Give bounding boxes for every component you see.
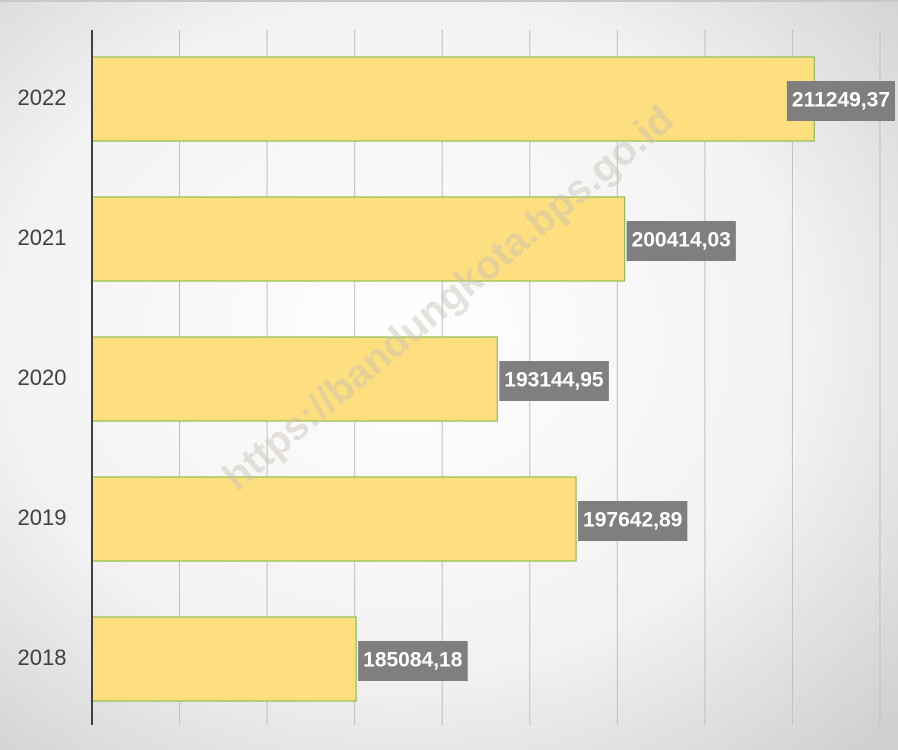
data-label-box [499, 361, 609, 401]
data-label: 200414,03 [626, 221, 736, 261]
data-label: 197642,89 [578, 501, 688, 541]
data-label: 193144,95 [499, 361, 609, 401]
data-label-box [578, 501, 688, 541]
y-tick-label: 2020 [18, 365, 67, 390]
bar [91, 616, 357, 702]
data-label: 185084,18 [358, 641, 468, 681]
data-label-text: 200414,03 [632, 229, 731, 252]
data-label-text: 197642,89 [583, 509, 682, 532]
data-label-box [358, 641, 468, 681]
bar [91, 476, 577, 562]
data-label-text: 193144,95 [504, 369, 604, 392]
bar [91, 336, 498, 422]
y-tick-label: 2019 [18, 505, 67, 530]
bars [91, 56, 815, 702]
bar [91, 56, 815, 142]
y-tick-label: 2018 [18, 645, 67, 670]
data-label-box [786, 81, 895, 121]
y-tick-label: 2022 [18, 85, 67, 110]
data-label: 211249,37 [786, 81, 895, 121]
y-tick-label: 2021 [18, 225, 67, 250]
labels: 2022 211249,37 2021 200414,03 2020 193144,95 2… [18, 81, 895, 681]
data-label-box [626, 221, 736, 261]
data-label-text: 211249,37 [792, 89, 890, 112]
data-label-text: 185084,18 [363, 649, 463, 672]
bar [91, 196, 626, 282]
